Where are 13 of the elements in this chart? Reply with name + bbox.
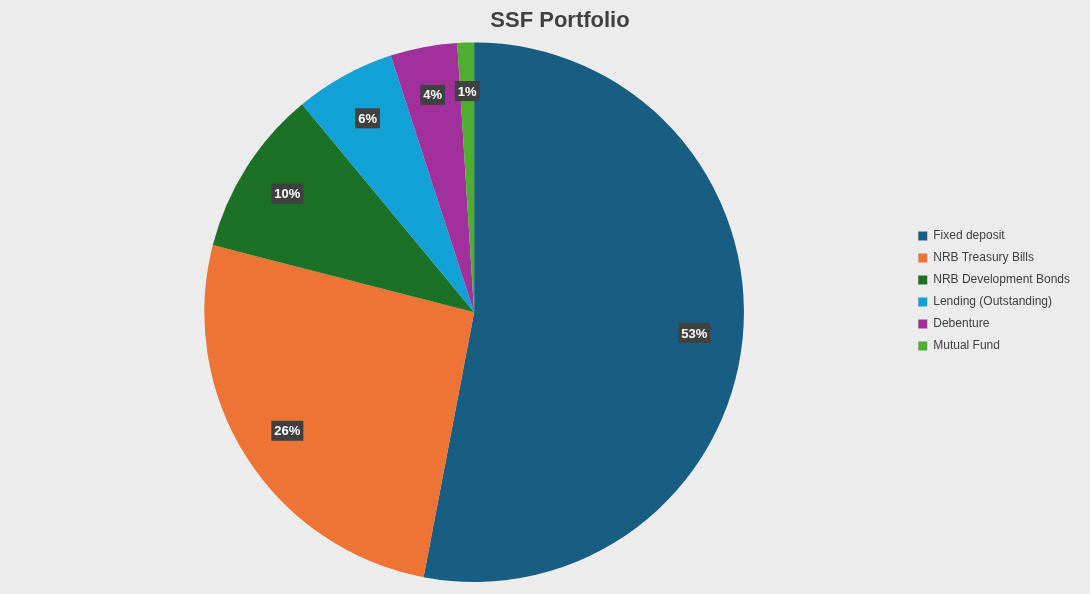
data-label: 10%	[274, 186, 301, 202]
data-label: 1%	[457, 83, 478, 99]
legend-label: Lending (Outstanding)	[933, 294, 1053, 309]
data-label: 26%	[274, 423, 301, 439]
legend-label: Fixed deposit	[933, 228, 1006, 243]
legend-label: Mutual Fund	[933, 338, 1000, 353]
legend-label: Debenture	[933, 316, 990, 331]
data-label: 4%	[423, 87, 443, 103]
legend-label: NRB Development Bonds	[933, 272, 1070, 287]
data-label: 6%	[358, 110, 378, 126]
chart-title: SSF Portfolio	[490, 7, 630, 33]
data-label: 53%	[681, 325, 708, 341]
legend-label: NRB Treasury Bills	[933, 250, 1034, 265]
